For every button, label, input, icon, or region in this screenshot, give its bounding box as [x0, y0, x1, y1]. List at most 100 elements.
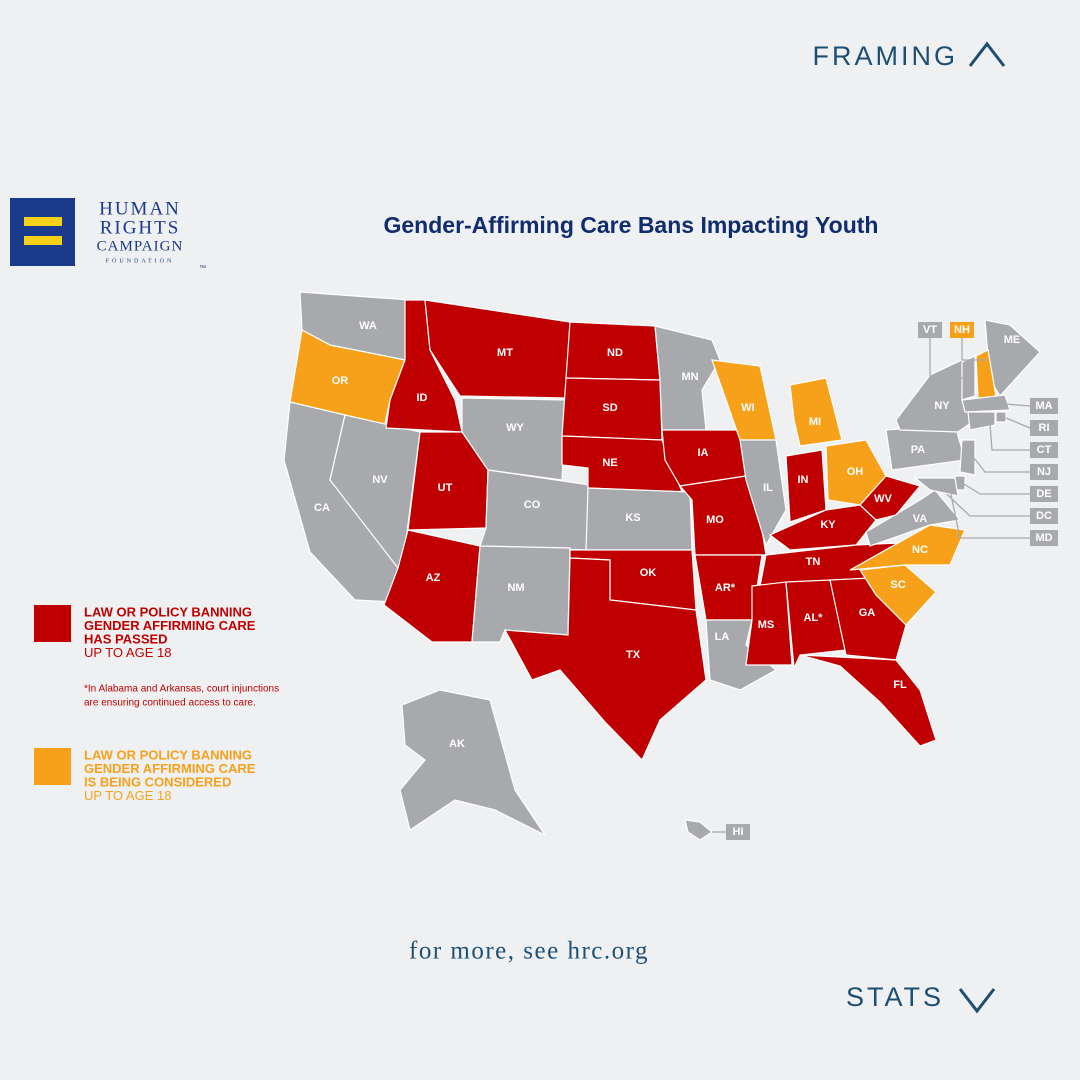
state-label: WV — [874, 493, 892, 505]
chevron-up[interactable] — [968, 41, 1006, 67]
state-label: LA — [715, 631, 730, 643]
legend-swatch — [34, 605, 71, 642]
state — [739, 439, 787, 547]
label-box — [1030, 486, 1058, 502]
state — [961, 394, 1011, 413]
state-label: NE — [602, 457, 617, 469]
state — [799, 654, 937, 747]
state — [865, 489, 962, 547]
state-label: AR* — [715, 582, 736, 594]
state — [967, 411, 996, 431]
state — [789, 377, 843, 447]
logo-text: HUMAN — [99, 198, 181, 219]
nav-down[interactable]: STATS — [846, 982, 996, 1014]
state-label: NC — [912, 544, 928, 556]
state-label: MS — [758, 619, 775, 631]
state — [849, 524, 966, 571]
state-label: HI — [733, 826, 744, 838]
legend-note: UP TO AGE 18 — [84, 645, 171, 660]
state-label: DC — [1036, 510, 1052, 522]
nav-label[interactable]: FRAMING — [813, 41, 959, 71]
state-label: KY — [820, 519, 836, 531]
state-label: DE — [1036, 488, 1051, 500]
state-label: GA — [859, 607, 876, 619]
state — [961, 355, 976, 401]
label-box — [1030, 464, 1058, 480]
legend-title: HAS PASSED — [84, 631, 168, 646]
legend-note: UP TO AGE 18 — [84, 788, 171, 803]
state-label: TN — [806, 556, 821, 568]
state — [424, 299, 571, 399]
state-label: OK — [640, 567, 657, 579]
legend-title: IS BEING CONSIDERED — [84, 774, 231, 789]
leader-line — [1004, 403, 1031, 407]
leader-line — [929, 338, 968, 379]
logo-tm: ™ — [199, 265, 206, 272]
state-label: RI — [1039, 422, 1050, 434]
leader-line — [1005, 417, 1031, 429]
state-label: ME — [1004, 334, 1021, 346]
label-box — [1030, 530, 1058, 546]
legend-title: LAW OR POLICY BANNING — [84, 604, 252, 619]
legend-swatch — [34, 748, 71, 785]
label-box — [1030, 508, 1058, 524]
state-label: IN — [798, 474, 809, 486]
state-label: AL* — [804, 612, 824, 624]
legend-title: LAW OR POLICY BANNING — [84, 747, 252, 762]
state-label: NH — [954, 324, 970, 336]
label-box — [1030, 420, 1058, 436]
leader-line — [949, 489, 1030, 539]
leader-line — [963, 483, 1030, 495]
state-label: MI — [809, 416, 821, 428]
nav-label[interactable]: STATS — [846, 982, 944, 1012]
logo-sub: FOUNDATION — [106, 258, 175, 264]
label-box — [918, 322, 942, 338]
label-box — [1030, 398, 1058, 414]
leader-line — [973, 457, 1030, 473]
state-label: TX — [626, 649, 641, 661]
state-label: MT — [497, 347, 513, 359]
state-label: MA — [1035, 400, 1052, 412]
map: WA OR CA NV ID MT WY UT CO AZ NM ND SD NE KS OK TX MN IA MO… — [283, 291, 1058, 841]
state-label: IL — [763, 482, 773, 494]
nav-up[interactable]: FRAMING — [813, 41, 1006, 71]
state-label: VA — [913, 513, 928, 525]
footnote: *In Alabama and Arkansas, court injuncti… — [84, 684, 279, 695]
state — [471, 545, 571, 643]
state — [785, 579, 847, 671]
state-label: NJ — [1037, 466, 1051, 478]
state — [745, 581, 793, 666]
state-label: WA — [359, 320, 377, 332]
state-label: MO — [706, 514, 724, 526]
state — [654, 325, 721, 431]
state — [829, 577, 907, 661]
footnote: are ensuring continued access to care. — [84, 698, 256, 709]
state-label: WY — [506, 422, 524, 434]
state — [399, 689, 547, 837]
state-label: FL — [893, 679, 907, 691]
state-label: MD — [1035, 532, 1052, 544]
state-label: PA — [911, 444, 926, 456]
state — [913, 477, 959, 497]
footer-link[interactable]: for more, see hrc.org — [409, 938, 649, 965]
logo-bar — [24, 217, 62, 226]
state-label: OR — [332, 375, 349, 387]
leader-line — [961, 338, 986, 361]
state-label: MN — [681, 371, 698, 383]
label-box — [950, 322, 974, 338]
legend-title: GENDER AFFIRMING CARE — [84, 618, 256, 633]
state-label: WI — [741, 402, 754, 414]
chevron-down[interactable] — [958, 988, 996, 1014]
state — [859, 475, 922, 521]
state-label: NM — [507, 582, 524, 594]
logo-bar — [24, 236, 62, 245]
state-label: OH — [847, 466, 864, 478]
state-label: NV — [372, 474, 388, 486]
state — [684, 819, 714, 841]
leader-line — [935, 483, 1030, 517]
state-label: ND — [607, 347, 623, 359]
state-label: KS — [625, 512, 640, 524]
state-label: SC — [890, 579, 905, 591]
